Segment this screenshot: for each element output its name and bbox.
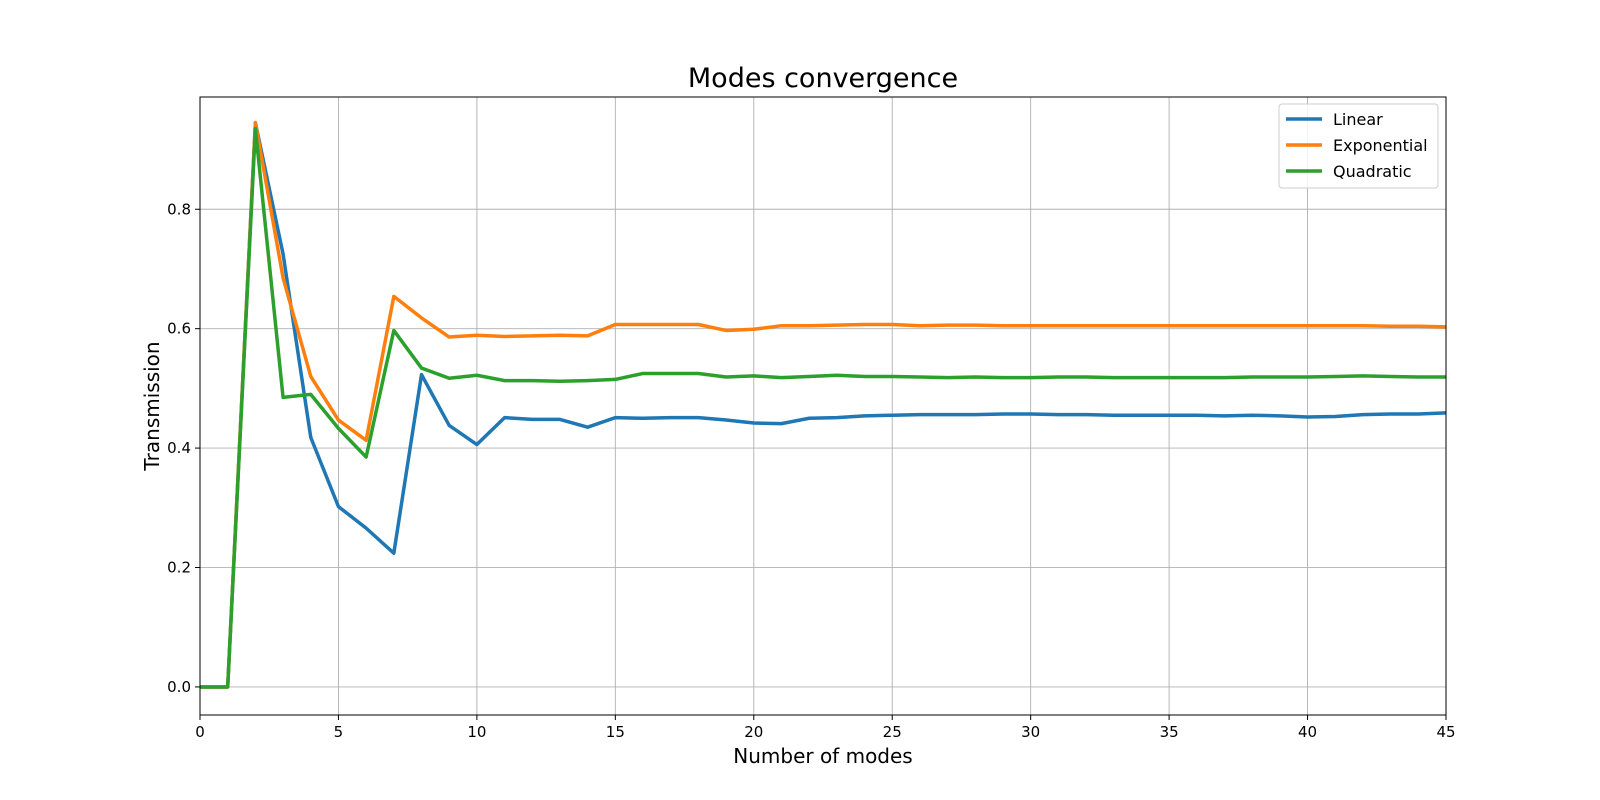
x-tick-label: 30 (1021, 723, 1040, 741)
x-tick-label: 15 (606, 723, 625, 741)
legend: Linear Exponential Quadratic (1278, 103, 1439, 189)
y-tick-label: 0.2 (167, 559, 191, 577)
series-layer (200, 120, 1447, 689)
x-tick-label: 25 (883, 723, 902, 741)
y-tick-label: 0.8 (167, 200, 191, 218)
y-tick-label: 0.4 (167, 439, 191, 457)
y-tick-label: 0.6 (167, 320, 191, 338)
x-tick-label: 35 (1160, 723, 1179, 741)
y-axis: 0.0 0.2 0.4 0.6 0.8 (167, 200, 200, 696)
legend-label: Quadratic (1333, 162, 1412, 181)
series-line-quadratic (200, 126, 1446, 689)
legend-label: Exponential (1333, 136, 1428, 155)
x-tick-label: 5 (334, 723, 344, 741)
legend-box (1278, 103, 1439, 189)
x-tick-label: 40 (1298, 723, 1317, 741)
plot-frame (199, 96, 1447, 716)
x-axis-title: Number of modes (733, 744, 912, 768)
x-tick-label: 0 (195, 723, 205, 741)
x-axis: 0 5 10 15 20 25 30 35 40 45 (195, 715, 1456, 741)
series-line-exponential (200, 120, 1447, 689)
x-tick-label: 20 (744, 723, 763, 741)
legend-label: Linear (1333, 110, 1383, 129)
chart-title: Modes convergence (688, 63, 958, 94)
x-tick-label: 10 (467, 723, 486, 741)
y-axis-title: Transmission (140, 341, 164, 471)
x-tick-label: 45 (1436, 723, 1455, 741)
grid (199, 97, 1447, 715)
series-line-linear (200, 120, 1447, 689)
y-tick-label: 0.0 (167, 678, 191, 696)
